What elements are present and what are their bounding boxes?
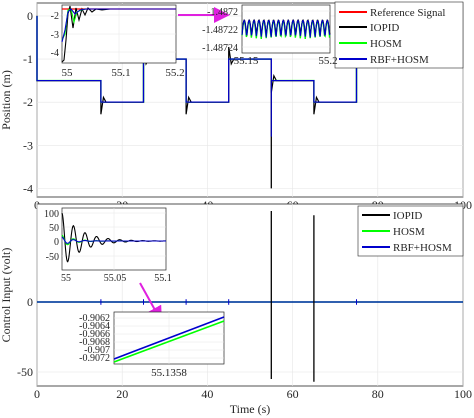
inset-top-xtick-2: 55.05 [104,273,127,284]
inset-bottom-ytick-1: -0.9062 [79,313,110,324]
legend-label-rbf-hosm: RBF+HOSM [370,54,429,66]
inset-top-ytick-4: -50 [46,252,59,263]
bottom-xtick-label: 40 [201,387,213,401]
inset-right-rbf-hosm-line [241,19,331,38]
inset-left-ytick-2: -3 [51,30,59,41]
bottom-legend-label-rbf-hosm: RBF+HOSM [393,242,452,254]
top-ytick-label: -2 [23,95,33,109]
bottom-y-axis-label: Control Input (volt) [0,248,13,343]
top-series-lines [36,15,463,189]
top-y-tick-labels: 0 -1 -2 -3 -4 [23,9,33,195]
bottom-legend-label-hosm: HOSM [393,226,425,238]
bottom-series-lines [37,211,463,382]
inset-top-ytick-2: 50 [49,223,59,234]
top-inset-zoom-transient: -2 -3 -4 55 55.1 55.2 [51,4,185,79]
bottom-xtick-label: 0 [34,387,40,401]
legend-label-iopid: IOPID [370,22,399,34]
inset-left-xtick-2: 55.1 [111,67,130,79]
bottom-legend: IOPID HOSM RBF+HOSM [357,205,464,257]
top-ytick-label: -3 [23,138,33,152]
bottom-xtick-label: 80 [372,387,384,401]
top-ytick-label: -4 [23,181,33,195]
legend-label-hosm: HOSM [370,38,402,50]
inset-left-xtick-3: 55.2 [165,67,184,79]
bottom-ytick-label: -50 [17,365,33,379]
bottom-legend-label-iopid: IOPID [393,210,422,222]
inset-top-xtick-1: 55 [61,273,71,284]
top-y-axis-label: Position (m) [0,70,13,130]
bottom-inset-zoom-steady: -0.9062 -0.9064 -0.9066 -0.9068 -0.907 -… [79,311,225,379]
inset-bottom-xtick-1: 55.1358 [151,367,187,379]
inset-left-ytick-3: -4 [51,48,59,59]
inset-top-xtick-3: 55.1 [154,273,172,284]
inset-top-rbf-hosm-line [61,236,166,244]
inset-bottom-ytick-3: -0.9066 [79,329,110,340]
legend-label-reference: Reference Signal [370,7,445,19]
bottom-xtick-label: 100 [454,387,472,401]
inset-bottom-rbf-hosm-line [113,316,225,360]
top-ytick-label: 0 [27,9,33,23]
bottom-xtick-label: 20 [116,387,128,401]
inset-right-xtick-1: 55.15 [234,55,259,67]
bottom-panel: 0 20 40 60 80 100 0-50 Control Input (volt) T… [0,203,472,416]
bottom-y-tick-labels: 0 -50 [17,295,33,379]
inset-right-ytick-2: -1.48722 [202,25,238,36]
inset-bottom-ytick-2: -0.9064 [79,321,110,332]
top-ytick-label: -1 [23,52,33,66]
bottom-ytick-label: 0 [27,295,33,309]
inset-bottom-hosm-line [113,320,225,363]
inset-bottom-ytick-4: -0.9068 [79,337,110,348]
inset-right-xtick-2: 55.2 [318,55,337,67]
bottom-xtick-label: 60 [287,387,299,401]
top-rbf-hosm-line [36,15,463,103]
bottom-inset-zoom-transient: 100 50 0 -50 55 55.05 55.1 [44,207,172,284]
top-legend: Reference Signal IOPID HOSM RBF+HOSM [334,1,464,69]
inset-right-ytick-1: -1.4872 [207,7,238,18]
inset-left-ytick-1: -2 [51,11,59,22]
x-axis-label: Time (s) [230,402,271,416]
inset-right-ytick-3: -1.48724 [202,43,238,54]
inset-top-ytick-3: 0 [54,237,59,248]
inset-left-xtick-1: 55 [62,67,74,79]
bottom-x-tick-labels: 0 20 40 60 80 100 [34,387,472,401]
inset-bottom-ytick-5: -0.907 [84,345,110,356]
inset-bottom-ytick-6: -0.9072 [79,353,110,364]
inset-left-rbf-hosm-line [61,8,176,43]
top-inset-zoom-steady: -1.4872 -1.48722 -1.48724 55.15 55.2 [202,4,338,67]
inset-top-ytick-1: 100 [44,209,59,220]
